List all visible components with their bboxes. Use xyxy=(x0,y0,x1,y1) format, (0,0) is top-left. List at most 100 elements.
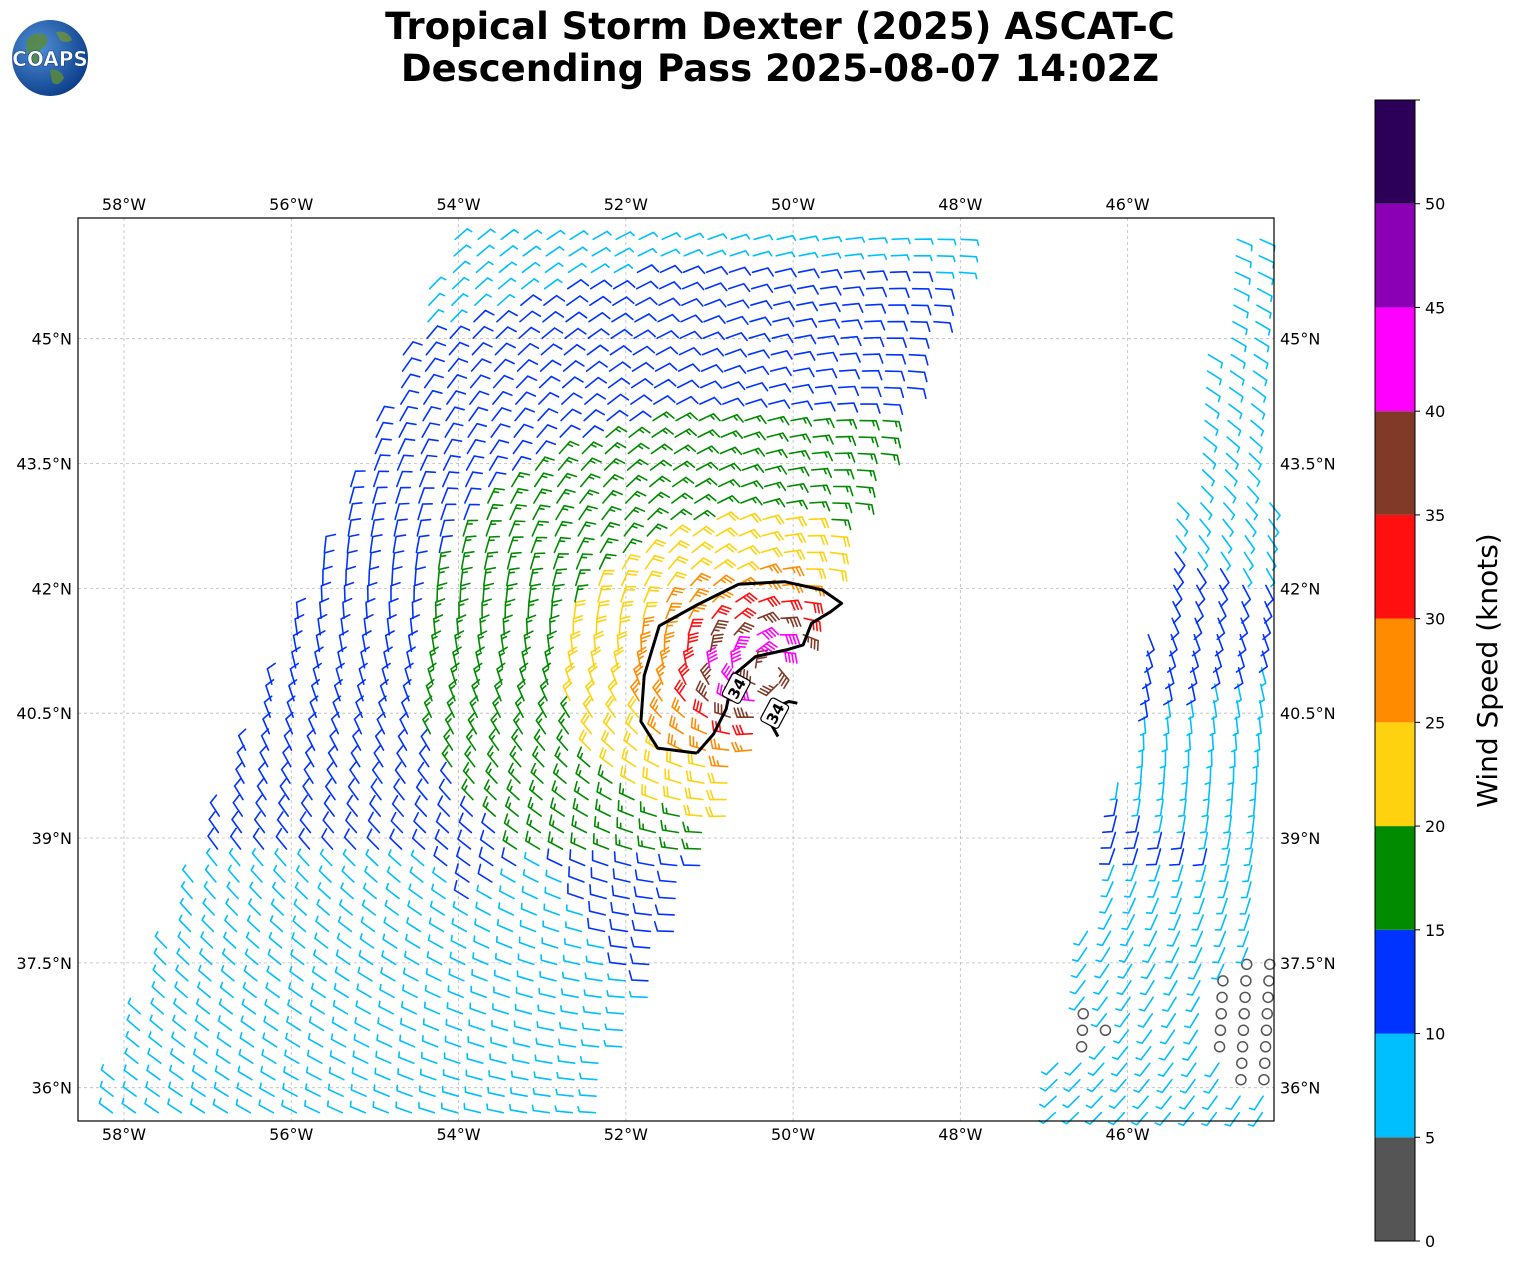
wind-barb xyxy=(811,451,833,462)
wind-barb xyxy=(1108,1095,1126,1109)
wind-barb xyxy=(415,778,428,801)
wind-barb xyxy=(1131,798,1141,817)
wind-barb xyxy=(622,538,643,554)
wind-barb xyxy=(674,679,686,702)
calm-wind-barb xyxy=(1240,958,1253,971)
colorbar-tick-label: 10 xyxy=(1425,1025,1445,1044)
lon-tick-label-top: 50°W xyxy=(771,195,815,214)
wind-barb xyxy=(1188,699,1195,720)
wind-barb xyxy=(619,600,634,620)
wind-barb xyxy=(584,393,606,405)
wind-barb xyxy=(400,389,420,405)
wind-barb xyxy=(556,488,576,504)
wind-barb xyxy=(1100,831,1117,849)
wind-barb xyxy=(764,481,787,492)
wind-barb xyxy=(126,1014,141,1032)
wind-barb xyxy=(863,336,885,348)
wind-barb xyxy=(538,375,561,389)
wind-barb xyxy=(658,297,681,306)
wind-barb xyxy=(407,900,422,916)
wind-barb xyxy=(413,582,424,603)
wind-barb xyxy=(1071,947,1088,962)
wind-barb xyxy=(489,439,510,455)
wind-barb xyxy=(1201,1111,1218,1127)
wind-barb xyxy=(618,782,635,801)
wind-barb xyxy=(589,295,612,306)
wind-barb xyxy=(370,518,385,537)
wind-barb xyxy=(418,745,430,768)
wind-barb xyxy=(284,1049,300,1064)
wind-barb xyxy=(648,491,670,504)
wind-barb xyxy=(1085,1095,1103,1109)
wind-barb xyxy=(336,932,352,949)
wind-barb xyxy=(527,796,542,817)
colorbar-tick-label: 15 xyxy=(1425,921,1445,940)
wind-barb xyxy=(909,337,930,349)
wind-barb xyxy=(757,683,779,697)
wind-barb xyxy=(1062,1095,1080,1109)
wind-barb xyxy=(613,263,634,274)
wind-barb xyxy=(1251,403,1266,420)
wind-barb xyxy=(542,662,552,685)
wind-barb xyxy=(500,868,516,883)
calm-wind-barb xyxy=(1239,991,1251,1004)
wind-barb xyxy=(829,551,849,565)
wind-barb xyxy=(1195,864,1207,882)
wind-barb xyxy=(402,341,423,356)
wind-barb xyxy=(299,811,312,834)
wind-barb xyxy=(673,444,697,455)
wind-barb xyxy=(439,519,455,537)
lon-tick-label-bottom: 52°W xyxy=(604,1125,648,1144)
wind-barb xyxy=(713,574,735,587)
calm-wind-barb xyxy=(1263,958,1276,971)
wind-barb xyxy=(567,883,584,900)
wind-barb xyxy=(605,1006,625,1015)
wind-barb xyxy=(656,330,679,339)
wind-barb xyxy=(670,508,693,521)
wind-barb xyxy=(794,334,817,345)
wind-barb xyxy=(667,733,684,751)
calm-wind-barb xyxy=(1215,1008,1228,1020)
wind-barb xyxy=(486,745,499,768)
wind-barb xyxy=(462,762,475,784)
wind-barb xyxy=(391,550,405,570)
wind-barb xyxy=(747,349,770,359)
wind-barb xyxy=(194,1014,210,1032)
wind-barb xyxy=(508,520,526,537)
wind-barb xyxy=(1161,996,1177,1012)
wind-barb xyxy=(292,915,307,933)
wind-barb xyxy=(275,827,288,850)
wind-barb xyxy=(672,476,695,488)
wind-barb xyxy=(218,998,234,1015)
wind-barb xyxy=(642,601,658,620)
colorbar-bin xyxy=(1375,722,1415,827)
wind-barb xyxy=(754,649,769,669)
wind-barb xyxy=(448,341,470,356)
wind-barb xyxy=(386,866,401,883)
wind-barb xyxy=(378,1000,395,1015)
wind-barb xyxy=(609,345,632,356)
wind-barb xyxy=(844,253,865,260)
wind-barb xyxy=(537,1004,556,1015)
wind-barb xyxy=(437,566,450,587)
wind-barb xyxy=(888,304,909,315)
wind-barb xyxy=(1123,831,1140,850)
wind-barb xyxy=(528,583,542,603)
wind-barb xyxy=(580,457,602,471)
wind-barb xyxy=(174,981,188,999)
wind-barb xyxy=(598,553,617,570)
wind-barb xyxy=(207,827,219,850)
wind-barb xyxy=(1223,502,1236,521)
wind-barb xyxy=(659,264,683,274)
wind-barb xyxy=(383,916,399,933)
wind-barb xyxy=(313,949,328,966)
wind-barb xyxy=(591,246,611,257)
wind-barb xyxy=(419,470,437,488)
colorbar-bin xyxy=(1375,929,1415,1034)
wind-barb xyxy=(697,429,721,438)
wind-barb xyxy=(456,846,471,867)
wind-barb xyxy=(513,423,534,438)
wind-barb xyxy=(283,1066,299,1081)
wind-barb xyxy=(774,267,797,278)
wind-barb xyxy=(935,271,955,279)
